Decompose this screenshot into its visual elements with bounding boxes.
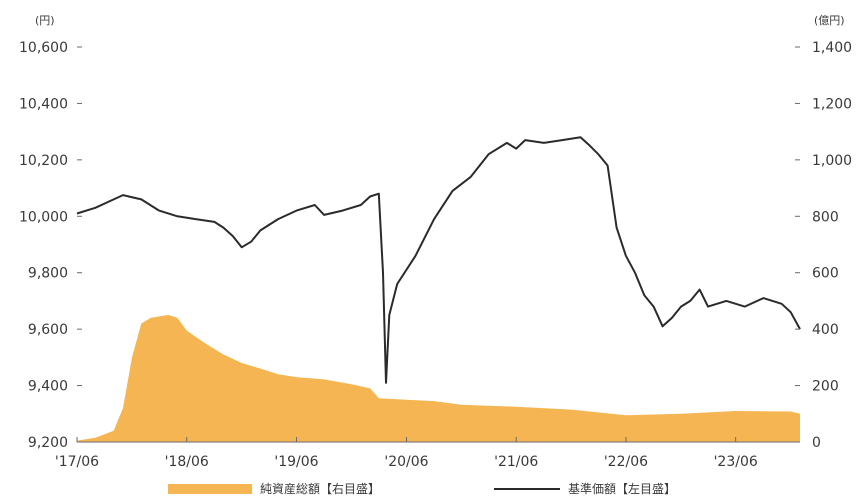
x-tick-label: '23/06: [714, 454, 758, 470]
left-y-tick-label: 9,600: [28, 322, 68, 338]
net-assets-area: [77, 315, 800, 442]
right-y-tick-label: 1,000: [812, 153, 852, 169]
legend-label-net-assets: 純資産総額【右目盛】: [260, 482, 381, 496]
x-tick-label: '17/06: [55, 454, 99, 470]
right-unit-label: (億円): [814, 14, 845, 27]
right-y-tick-label: 1,200: [812, 96, 852, 112]
right-y-tick-label: 400: [812, 322, 839, 338]
x-tick-label: '21/06: [494, 454, 538, 470]
left-y-tick-label: 10,200: [19, 153, 68, 169]
nav-line: [76, 136, 801, 384]
right-y-tick-label: 800: [812, 209, 839, 225]
left-y-tick-label: 9,800: [28, 266, 68, 282]
legend-swatch-nav: [494, 487, 560, 490]
right-y-tick-label: 0: [812, 435, 821, 451]
x-tick-label: '20/06: [384, 454, 428, 470]
x-tick-label: '19/06: [274, 454, 318, 470]
right-y-axis: 0 200 400 600 800 1,000 1,200 1,400: [795, 40, 852, 451]
x-tick-label: '18/06: [165, 454, 209, 470]
x-axis: '17/06 '18/06 '19/06 '20/06 '21/06 '22/06 '23/…: [55, 437, 758, 470]
legend-label-nav: 基準価額【左目盛】: [568, 482, 677, 496]
net-assets-area-layer: [77, 315, 800, 442]
axes-layer: (円) (億円): [35, 14, 845, 443]
right-y-tick-label: 1,400: [812, 40, 852, 56]
left-y-axis: 9,200 9,400 9,600 9,800 10,000 10,200 10,400 10…: [19, 40, 82, 451]
nav-chart: (円) (億円) 9,200 9,400 9,600 9,800 10,000 10,20…: [19, 14, 852, 470]
left-unit-label: (円): [35, 14, 55, 27]
x-tick-label: '22/06: [604, 454, 648, 470]
nav-line-layer: [76, 136, 801, 384]
left-y-tick-label: 10,400: [19, 96, 68, 112]
legend-item-nav: 基準価額【左目盛】: [494, 480, 676, 497]
legend: 純資産総額【右目盛】 基準価額【左目盛】: [0, 480, 859, 500]
legend-swatch-net-assets: [168, 483, 252, 494]
legend-item-net-assets: 純資産総額【右目盛】: [168, 480, 380, 497]
left-y-tick-label: 10,600: [19, 40, 68, 56]
left-y-tick-label: 10,000: [19, 209, 68, 225]
right-y-tick-label: 200: [812, 379, 839, 395]
left-y-tick-label: 9,400: [28, 379, 68, 395]
right-y-tick-label: 600: [812, 266, 839, 282]
left-y-tick-label: 9,200: [28, 435, 68, 451]
